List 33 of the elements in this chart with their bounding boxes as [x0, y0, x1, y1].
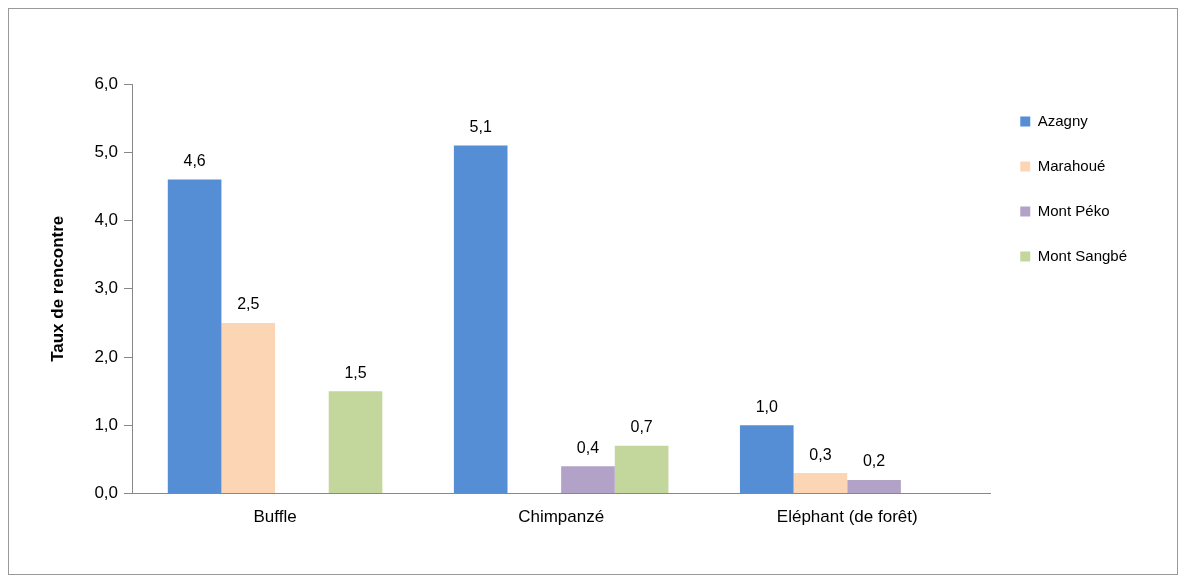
legend-label: Azagny [1037, 111, 1089, 129]
y-tick-label: 1,0 [94, 415, 119, 435]
bar [561, 466, 615, 494]
bar [167, 179, 222, 494]
data-label: 5,1 [469, 117, 492, 135]
data-label: 4,6 [183, 151, 206, 169]
data-label: 0,7 [630, 418, 653, 436]
data-label: 0,4 [576, 438, 600, 456]
y-tick-label: 4,0 [94, 210, 119, 230]
data-label: 2,5 [237, 295, 260, 313]
bar [221, 322, 276, 494]
data-label: 1,0 [755, 397, 778, 415]
x-tick-label: Eléphant (de forêt) [776, 507, 918, 527]
data-label: 0,2 [862, 452, 886, 470]
bar [847, 479, 901, 494]
y-tick-label: 3,0 [94, 278, 119, 298]
bar [328, 391, 383, 494]
y-tick-label: 0,0 [94, 483, 119, 503]
legend-label: Marahoué [1037, 156, 1106, 174]
legend-label: Mont Péko [1037, 201, 1110, 219]
x-tick-label: Chimpanzé [518, 507, 605, 527]
legend-label: Mont Sangbé [1037, 246, 1127, 264]
bar [793, 473, 848, 494]
bar [739, 425, 794, 494]
bar [614, 445, 669, 494]
x-tick-label: Buffle [253, 507, 297, 527]
y-tick-label: 2,0 [94, 346, 119, 366]
y-tick-label: 6,0 [94, 73, 119, 93]
data-label: 0,3 [809, 445, 832, 463]
y-tick-label: 5,0 [94, 141, 119, 161]
bar [453, 145, 508, 494]
data-label: 1,5 [344, 363, 367, 381]
y-axis-title: Taux de rencontre [47, 215, 67, 362]
